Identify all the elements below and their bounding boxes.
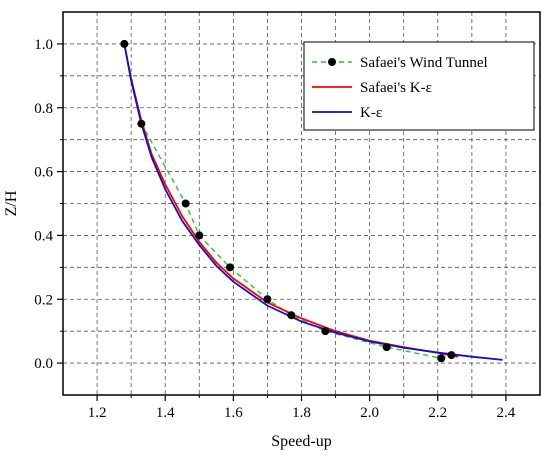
wind-tunnel-marker [120,39,129,48]
legend-label-safaei-k-epsilon: Safaei's K-ε [360,80,432,96]
legend-box [303,41,535,131]
x-tick-label: 1.8 [292,405,311,421]
wind-tunnel-marker [321,327,330,336]
wind-tunnel-marker [225,263,234,272]
wind-tunnel-marker [382,343,391,352]
x-tick-label: 2.2 [428,405,447,421]
y-tick-label: 1.0 [34,37,53,53]
axis-ticks [57,43,507,401]
x-tick-label: 1.4 [156,405,175,421]
plot-series [120,39,503,363]
legend: Safaei's Wind Tunnel Safaei's K-ε K-ε [303,41,535,131]
wind-tunnel-marker [287,311,296,320]
y-tick-label: 0.8 [34,101,53,117]
legend-label-wind-tunnel: Safaei's Wind Tunnel [360,55,488,71]
series-line-2 [123,43,503,361]
y-tick-label: 0.2 [34,292,53,308]
x-tick-label: 2.4 [497,405,516,421]
wind-tunnel-marker [437,354,446,363]
x-tick-label: 2.0 [360,405,379,421]
x-axis-label: Speed-up [271,433,331,450]
y-tick-label: 0.0 [34,356,53,372]
wind-tunnel-marker [137,119,146,128]
x-tick-label: 1.6 [224,405,243,421]
y-tick-label: 0.4 [34,228,53,244]
y-axis-label: Z/H [3,190,20,216]
legend-label-k-epsilon: K-ε [360,105,382,121]
wind-tunnel-marker [263,295,272,304]
wind-tunnel-marker [447,351,456,360]
legend-marker-wind-tunnel [328,58,336,66]
wind-tunnel-marker [195,231,204,240]
wind-tunnel-marker [181,199,190,208]
y-tick-label: 0.6 [34,165,53,181]
tick-labels: 1.2 1.4 1.6 1.8 2.0 2.2 2.4 0.0 0.2 0.4 0.6 0.8 1.0 [34,37,516,421]
x-tick-label: 1.2 [88,405,107,421]
